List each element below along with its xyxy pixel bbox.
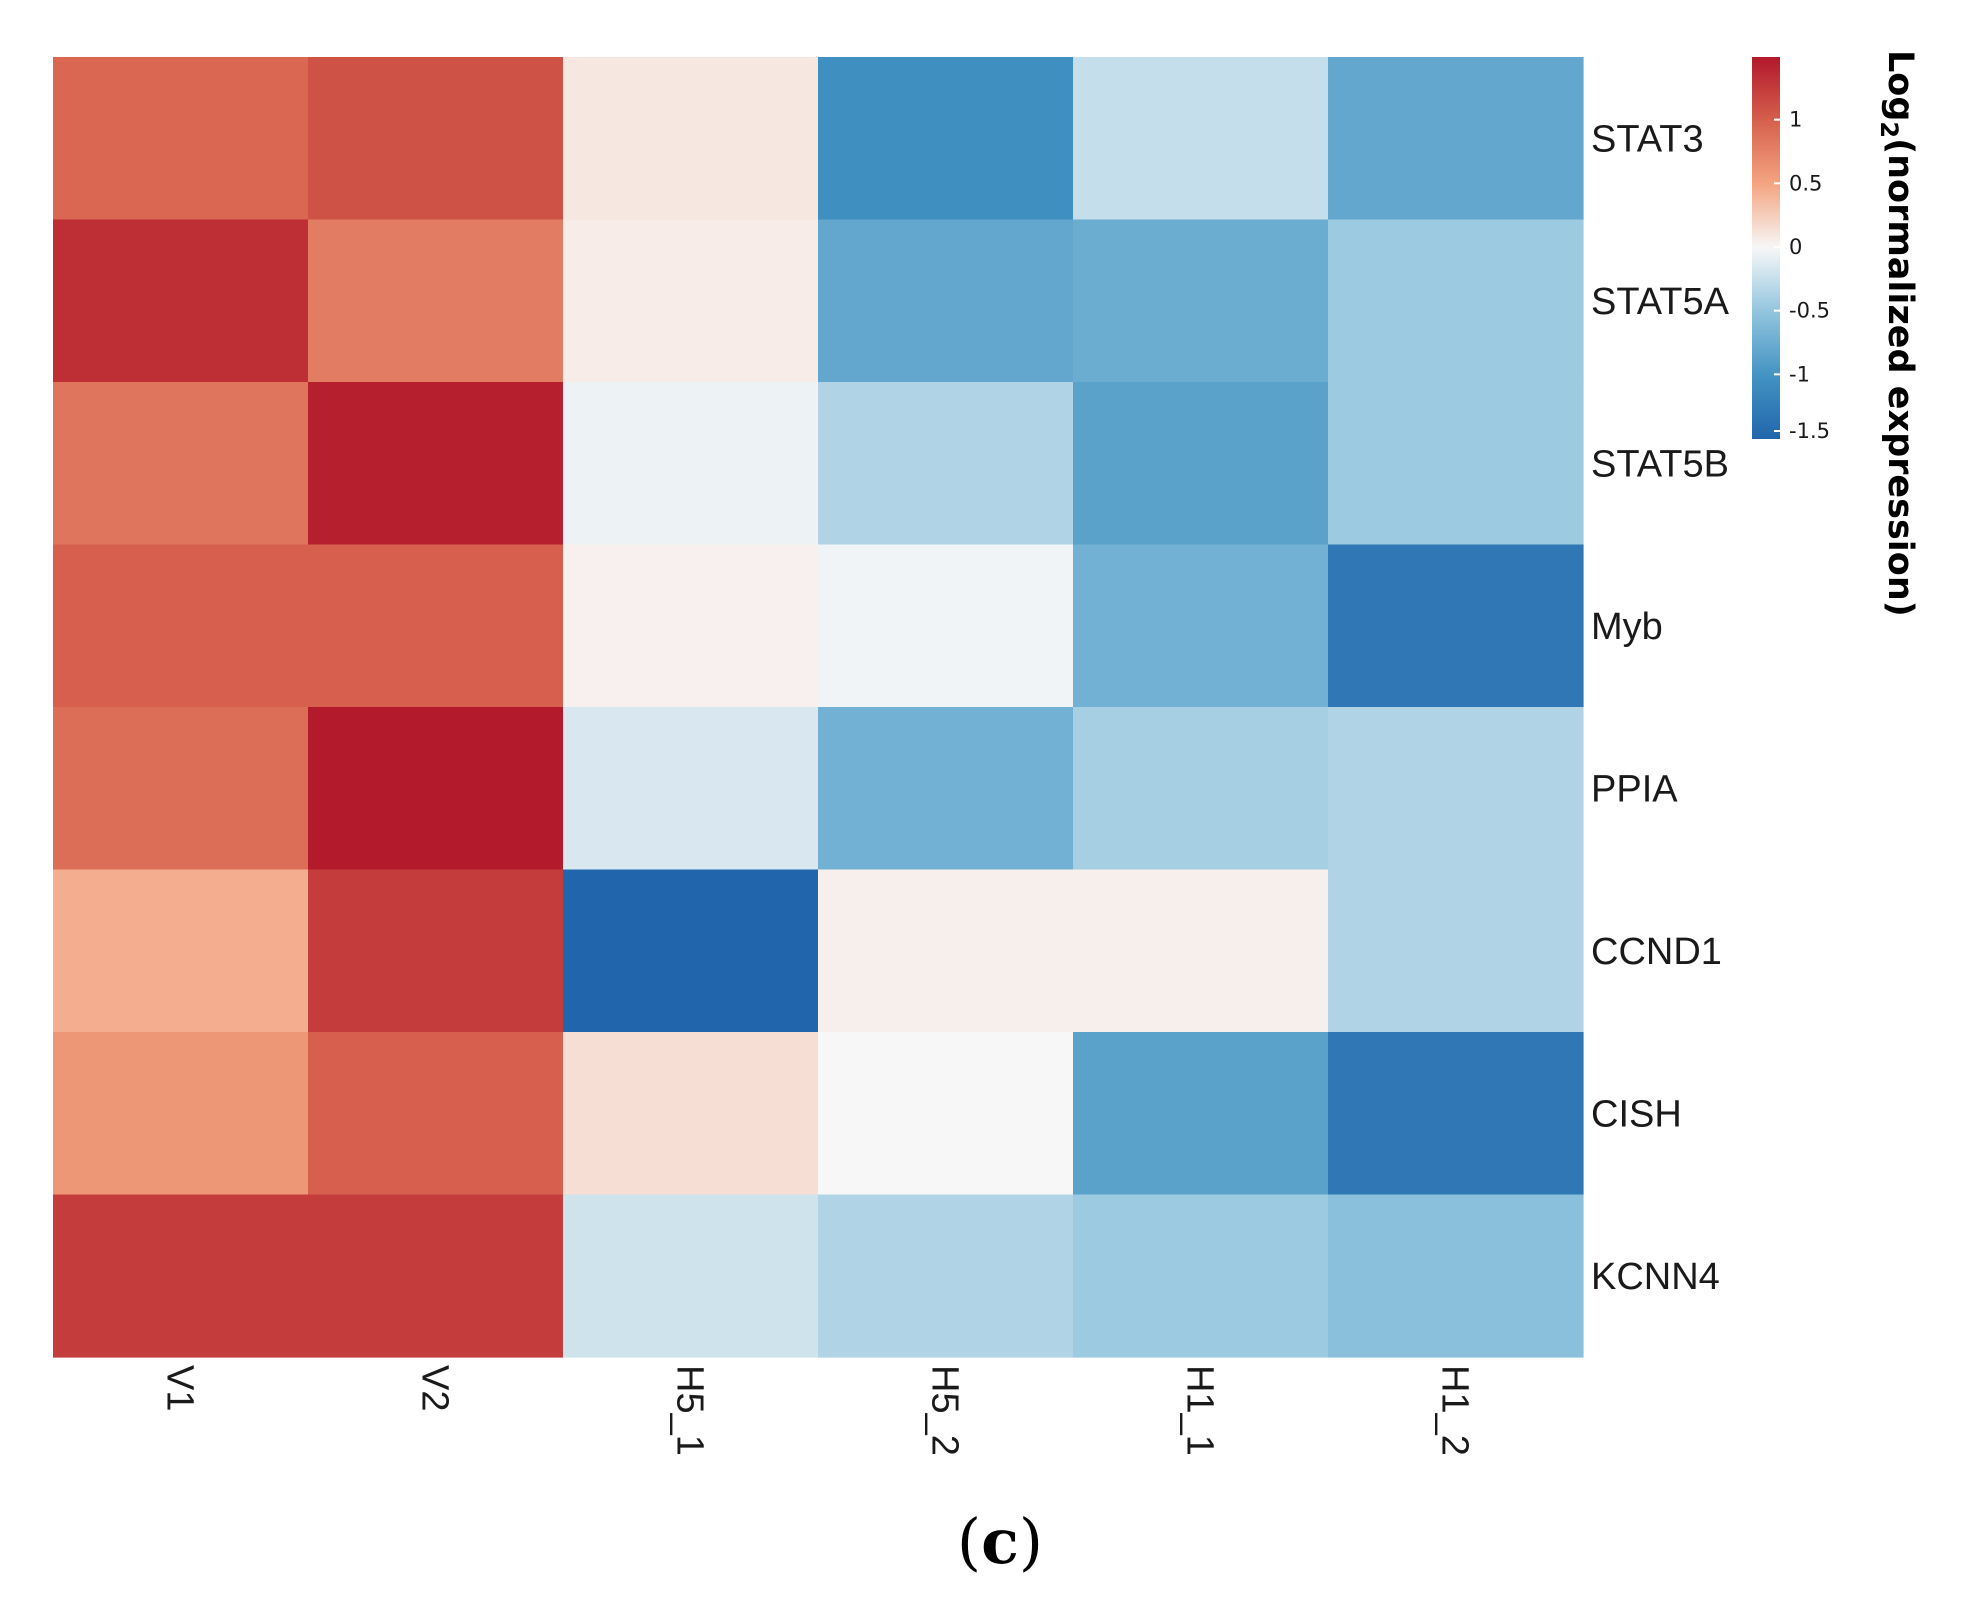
heatmap-cell-myb-h1-1 bbox=[1073, 544, 1329, 708]
column-label-v2: V2 bbox=[414, 1365, 456, 1411]
heatmap-cell-stat5a-h1-2 bbox=[1328, 219, 1584, 383]
heatmap-cell-stat5b-h5-1 bbox=[563, 382, 819, 546]
heatmap-cell-stat5b-h1-1 bbox=[1073, 382, 1329, 546]
heatmap-cell-ccnd1-v1 bbox=[53, 869, 309, 1033]
row-label-kcnn4: KCNN4 bbox=[1591, 1256, 1720, 1298]
legend-title: Log2(normalized expression) bbox=[1875, 50, 1920, 617]
row-labels: STAT3 STAT5A STAT5B Myb PPIA CCND1 CISH KCNN4 bbox=[1591, 118, 1730, 1298]
legend-tick-label: -1 bbox=[1789, 362, 1810, 386]
row-label-stat5a: STAT5A bbox=[1591, 281, 1730, 323]
heatmap-cell-cish-v2 bbox=[308, 1032, 564, 1196]
heatmap-cell-myb-h1-2 bbox=[1328, 544, 1584, 708]
heatmap-cell-ppia-h5-1 bbox=[563, 707, 819, 871]
panel-label-close: ) bbox=[1019, 1505, 1043, 1578]
column-label-v1: V1 bbox=[159, 1365, 201, 1411]
row-label-ppia: PPIA bbox=[1591, 768, 1678, 810]
heatmap-cell-stat3-v1 bbox=[53, 57, 309, 221]
heatmap-cell-stat3-v2 bbox=[308, 57, 564, 221]
heatmap-cell-stat5a-v2 bbox=[308, 219, 564, 383]
legend-tick-label: 0.5 bbox=[1789, 171, 1822, 195]
heatmap-cell-ppia-h5-2 bbox=[818, 707, 1074, 871]
column-label-h1-2: H1_2 bbox=[1434, 1365, 1476, 1456]
column-label-h5-2: H5_2 bbox=[924, 1365, 966, 1456]
heatmap-cell-stat5a-h5-1 bbox=[563, 219, 819, 383]
heatmap-cell-ccnd1-h5-1 bbox=[563, 869, 819, 1033]
row-label-stat3: STAT3 bbox=[1591, 118, 1704, 160]
heatmap-cell-kcnn4-h5-2 bbox=[818, 1194, 1074, 1358]
heatmap-cell-ccnd1-h1-1 bbox=[1073, 869, 1329, 1033]
heatmap-cell-stat3-h5-2 bbox=[818, 57, 1074, 221]
heatmap-cell-stat5b-h5-2 bbox=[818, 382, 1074, 546]
heatmap-cell-stat5b-v2 bbox=[308, 382, 564, 546]
heatmap-cell-myb-v2 bbox=[308, 544, 564, 708]
row-label-myb: Myb bbox=[1591, 606, 1663, 648]
panel-label-letter: c bbox=[981, 1505, 1019, 1578]
heatmap-cell-cish-h5-2 bbox=[818, 1032, 1074, 1196]
heatmap-cell-myb-h5-1 bbox=[563, 544, 819, 708]
heatmap-cell-ppia-h1-1 bbox=[1073, 707, 1329, 871]
legend-tick-label: 1 bbox=[1789, 108, 1802, 132]
heatmap-cell-stat5b-v1 bbox=[53, 382, 309, 546]
heatmap-cell-myb-v1 bbox=[53, 544, 309, 708]
heatmap-cell-kcnn4-v2 bbox=[308, 1194, 564, 1358]
heatmap-cell-ppia-v2 bbox=[308, 707, 564, 871]
legend-tick-label: -0.5 bbox=[1789, 299, 1830, 323]
panel-label: (c) bbox=[957, 1505, 1043, 1578]
legend-title-prefix: Log bbox=[1880, 50, 1920, 121]
heatmap-cell-kcnn4-h1-2 bbox=[1328, 1194, 1584, 1358]
heatmap-cell-stat3-h5-1 bbox=[563, 57, 819, 221]
heatmap-cell-stat5a-h1-1 bbox=[1073, 219, 1329, 383]
legend-ticks: 1 0.5 0 -0.5 -1 -1.5 bbox=[1774, 108, 1830, 443]
heatmap-cell-stat3-h1-1 bbox=[1073, 57, 1329, 221]
heatmap-cell-stat3-h1-2 bbox=[1328, 57, 1584, 221]
row-label-stat5b: STAT5B bbox=[1591, 443, 1729, 485]
heatmap-cell-stat5a-v1 bbox=[53, 219, 309, 383]
heatmap-cell-cish-h1-1 bbox=[1073, 1032, 1329, 1196]
heatmap-cell-kcnn4-h1-1 bbox=[1073, 1194, 1329, 1358]
heatmap-cell-ccnd1-h5-2 bbox=[818, 869, 1074, 1033]
color-legend: 1 0.5 0 -0.5 -1 -1.5 Log2(normalized expressi… bbox=[1752, 50, 1920, 617]
heatmap-cell-ccnd1-h1-2 bbox=[1328, 869, 1584, 1033]
heatmap-cell-cish-h1-2 bbox=[1328, 1032, 1584, 1196]
column-label-h5-1: H5_1 bbox=[669, 1365, 711, 1456]
heatmap-cell-ccnd1-v2 bbox=[308, 869, 564, 1033]
heatmap-cell-myb-h5-2 bbox=[818, 544, 1074, 708]
panel-label-open: ( bbox=[957, 1505, 981, 1578]
row-label-cish: CISH bbox=[1591, 1093, 1682, 1135]
heatmap-cell-ppia-v1 bbox=[53, 707, 309, 871]
heatmap-cell-stat5b-h1-2 bbox=[1328, 382, 1584, 546]
heatmap-cell-kcnn4-h5-1 bbox=[563, 1194, 819, 1358]
row-label-ccnd1: CCND1 bbox=[1591, 931, 1722, 973]
heatmap-cells bbox=[53, 57, 1584, 1358]
legend-title-suffix: (normalized expression) bbox=[1880, 138, 1920, 617]
heatmap-cell-cish-v1 bbox=[53, 1032, 309, 1196]
heatmap-cell-stat5a-h5-2 bbox=[818, 219, 1074, 383]
heatmap-cell-cish-h5-1 bbox=[563, 1032, 819, 1196]
legend-tick-label: 0 bbox=[1789, 235, 1802, 259]
heatmap-cell-ppia-h1-2 bbox=[1328, 707, 1584, 871]
column-labels: V1 V2 H5_1 H5_2 H1_1 H1_2 bbox=[159, 1365, 1476, 1456]
column-label-h1-1: H1_1 bbox=[1179, 1365, 1221, 1456]
heatmap-cell-kcnn4-v1 bbox=[53, 1194, 309, 1358]
legend-tick-label: -1.5 bbox=[1789, 419, 1830, 443]
legend-title-subscript: 2 bbox=[1875, 121, 1903, 138]
